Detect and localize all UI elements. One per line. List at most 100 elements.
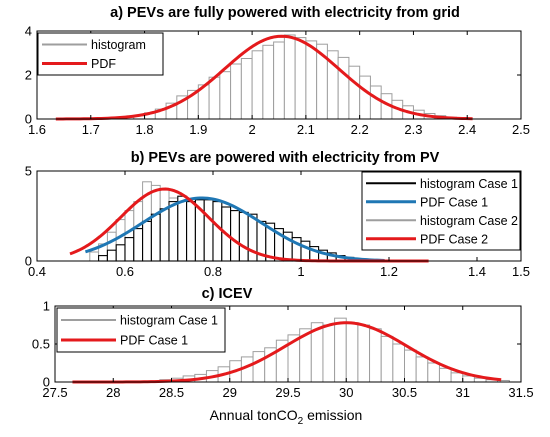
histogram-bar (230, 63, 242, 120)
legend-entry: PDF Case 2 (420, 232, 488, 246)
x-tick-label: 1 (297, 264, 304, 279)
x-tick-label: 2 (248, 122, 255, 137)
legend-box (361, 171, 521, 251)
histogram-case-1-bar (124, 237, 135, 262)
x-tick-label: 2.3 (404, 122, 422, 137)
histogram-bar (305, 40, 318, 120)
histogram-case-1-bar (230, 210, 240, 262)
histogram-case-1-bar (186, 201, 196, 262)
panel-a: a) PEVs are fully powered with electrici… (25, 5, 530, 137)
y-tick-label: 0 (25, 112, 32, 127)
histogram-case-2-bar (89, 251, 100, 262)
histogram-case-1-bar (357, 324, 371, 383)
x-tick-label: 28.5 (159, 385, 184, 400)
legend-entry: histogram Case 1 (120, 314, 218, 328)
histogram-bar (294, 37, 307, 120)
histogram-case-1-bar (427, 362, 440, 383)
histogram-case-1-bar (392, 343, 406, 383)
x-tick-label: 0.4 (28, 264, 46, 279)
histogram-case-1-bar (404, 349, 417, 383)
histogram-bar (219, 71, 232, 120)
histogram-case-1-bar (462, 375, 475, 383)
histogram-case-1-bar (203, 199, 214, 262)
x-tick-label: 2.5 (512, 122, 530, 137)
histogram-case-1-bar (438, 367, 452, 383)
x-tick-label: 1.5 (512, 264, 530, 279)
histogram-bar (359, 75, 371, 120)
panel-b: b) PEVs are powered with electricity fro… (25, 150, 530, 279)
panel-c: c) ICEV 27.5 28 28.5 29 29.5 30 30.5 31 31.5 0 0.5… (32, 286, 534, 400)
pdf-curve (55, 34, 473, 121)
histogram-bar (337, 56, 350, 120)
x-tick-label: 31 (456, 385, 470, 400)
histogram-case-1-bar (98, 255, 108, 262)
histogram-bar (369, 85, 382, 120)
histogram-case-1-bar (159, 208, 170, 262)
x-tick-label: 2.1 (297, 122, 315, 137)
histogram-case-1-bar (150, 213, 161, 262)
x-tick-label: 30 (339, 385, 353, 400)
x-tick-label: 1.9 (189, 122, 207, 137)
histogram-case-1-bar (415, 356, 429, 383)
histogram-case-1-bar (345, 322, 359, 383)
legend-entry: PDF (91, 57, 116, 71)
histogram-case-1-bar (238, 211, 249, 262)
histogram-case-1-bar (212, 201, 223, 262)
panel-a-title: a) PEVs are fully powered with electrici… (110, 5, 460, 21)
histogram-bar (262, 44, 275, 120)
x-tick-label: 31.5 (508, 385, 533, 400)
x-tick-label: 2.2 (351, 122, 369, 137)
histogram-bar (283, 34, 296, 120)
histogram-case-1-bar (106, 249, 117, 262)
histogram-case-1-bar (380, 335, 394, 383)
histogram-case-1-bar (177, 195, 188, 262)
histogram-case-1-bar (300, 240, 311, 262)
legend-entry: histogram Case 2 (420, 214, 518, 228)
y-tick-label: 0 (25, 254, 32, 269)
y-tick-label: 2 (25, 68, 32, 83)
x-tick-label: 27.5 (42, 385, 67, 400)
x-tick-label: 29 (223, 385, 237, 400)
histogram-case-1-bar (168, 201, 179, 262)
histogram-case-1-bar (252, 351, 266, 383)
legend-box (37, 32, 164, 76)
panel-b-title: b) PEVs are powered with electricity fro… (131, 150, 440, 166)
legend-entry: PDF Case 1 (120, 334, 188, 348)
histogram-case-1-bar (115, 244, 126, 262)
histogram-case-1-bar (334, 317, 347, 383)
y-tick-label: 4 (25, 24, 32, 39)
x-tick-label: 0.6 (116, 264, 134, 279)
histogram-case-1-bar (369, 328, 382, 383)
legend-entry: PDF Case 1 (420, 195, 488, 209)
histogram-case-1-bar (142, 220, 152, 262)
pdf-case-1-curve (84, 196, 385, 262)
x-tick-label: 1.7 (82, 122, 100, 137)
histogram-bar (251, 50, 264, 120)
x-tick-label: 29.5 (275, 385, 300, 400)
x-tick-label: 28 (106, 385, 120, 400)
x-tick-label: 1.8 (136, 122, 154, 137)
legend-box (56, 307, 226, 353)
histogram-bar (273, 41, 285, 120)
x-tick-label: 0.8 (204, 264, 222, 279)
x-axis-label: Annual tonCO2 emission (210, 407, 363, 427)
legend-entry: histogram (91, 38, 146, 52)
x-tick-label: 1.2 (380, 264, 398, 279)
histogram-case-1-bar (322, 324, 336, 383)
histogram-bar (348, 65, 361, 120)
y-tick-label: 0.5 (32, 337, 50, 352)
y-tick-label: 1 (43, 299, 50, 314)
x-tick-label: 30.5 (392, 385, 417, 400)
histogram-bar (208, 76, 221, 120)
histogram-bar (240, 58, 253, 120)
x-tick-label: 2.4 (458, 122, 476, 137)
y-tick-label: 0 (43, 375, 50, 390)
histogram-case-1-bar (133, 228, 144, 262)
legend-entry: histogram Case 1 (420, 177, 518, 191)
panel-b-axes (36, 170, 522, 262)
histogram-case-1-bar (450, 372, 464, 383)
y-tick-label: 5 (25, 164, 32, 179)
x-tick-label: 1.4 (468, 264, 486, 279)
panel-c-title: c) ICEV (202, 286, 253, 302)
